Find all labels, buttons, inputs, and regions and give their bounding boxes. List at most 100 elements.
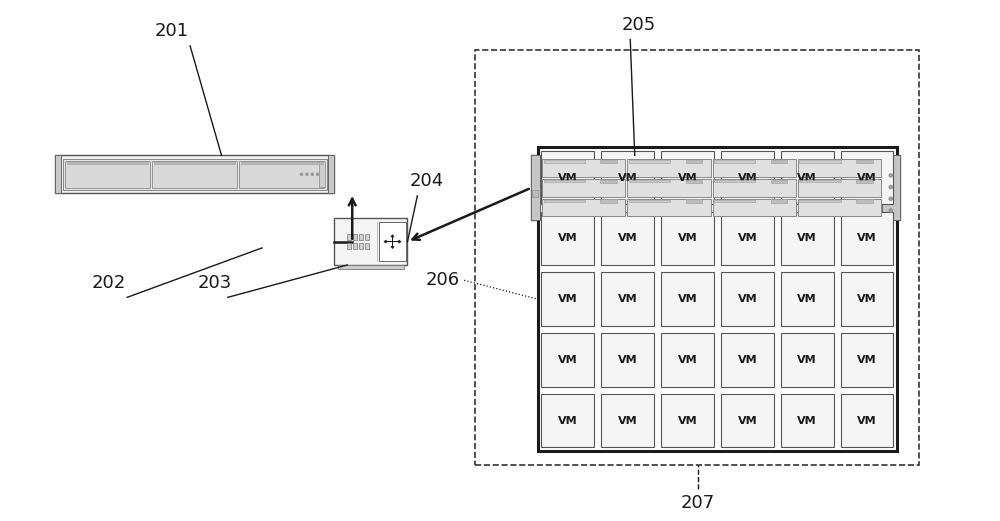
Bar [721, 394, 774, 448]
Bar [714, 200, 755, 202]
Bar [798, 199, 881, 217]
Bar [798, 179, 881, 197]
Bar [841, 272, 893, 326]
Text: 207: 207 [680, 494, 715, 512]
Bar [365, 243, 369, 249]
Text: VM: VM [618, 294, 637, 304]
Bar [686, 160, 702, 163]
Text: VM: VM [797, 233, 817, 243]
Bar [541, 333, 594, 387]
Text: 206: 206 [425, 271, 460, 289]
Bar [781, 272, 834, 326]
Bar [721, 272, 774, 326]
Text: VM: VM [678, 294, 697, 304]
Bar [771, 200, 787, 203]
Bar [328, 155, 334, 193]
Bar [713, 159, 796, 177]
Bar [661, 151, 714, 204]
Bar [152, 161, 237, 188]
Text: VM: VM [618, 233, 637, 243]
Text: VM: VM [558, 294, 577, 304]
Text: VM: VM [857, 416, 877, 426]
Circle shape [889, 209, 892, 212]
Text: VM: VM [857, 172, 877, 183]
Bar [856, 200, 873, 203]
Text: VM: VM [738, 416, 757, 426]
Text: VM: VM [678, 416, 697, 426]
FancyArrow shape [384, 240, 392, 243]
Bar [544, 180, 585, 182]
Text: VM: VM [797, 172, 817, 183]
Bar [359, 234, 363, 240]
Bar [661, 272, 714, 326]
Bar [601, 394, 654, 448]
Text: VM: VM [678, 233, 697, 243]
Text: VM: VM [558, 172, 577, 183]
Bar [544, 160, 585, 163]
Bar [541, 212, 594, 265]
Bar [601, 151, 654, 204]
Text: VM: VM [738, 355, 757, 365]
Text: VM: VM [797, 294, 817, 304]
Bar [601, 333, 654, 387]
Bar [856, 180, 873, 183]
Bar [475, 51, 919, 465]
Circle shape [317, 173, 319, 176]
Circle shape [306, 173, 308, 176]
Bar [686, 180, 702, 183]
Bar [532, 190, 538, 197]
Bar [353, 243, 357, 249]
Bar [365, 234, 369, 240]
Bar [841, 151, 893, 204]
Bar [347, 234, 351, 240]
Bar [661, 333, 714, 387]
Text: VM: VM [738, 233, 757, 243]
Bar [334, 218, 407, 265]
Text: VM: VM [857, 294, 877, 304]
Bar [714, 160, 755, 163]
Bar [63, 158, 327, 190]
Text: 205: 205 [622, 16, 656, 34]
Bar [353, 234, 357, 240]
Bar [713, 179, 796, 197]
Bar [531, 155, 540, 220]
Bar [55, 155, 334, 193]
Bar [629, 160, 670, 163]
Text: VM: VM [738, 172, 757, 183]
Bar [781, 394, 834, 448]
FancyArrow shape [391, 234, 394, 242]
Bar [542, 179, 625, 197]
Text: VM: VM [618, 172, 637, 183]
Bar [841, 333, 893, 387]
FancyArrow shape [391, 242, 394, 249]
Bar [882, 155, 900, 220]
Circle shape [311, 173, 313, 176]
Text: 203: 203 [197, 274, 231, 292]
Bar [544, 200, 585, 202]
Bar [627, 199, 711, 217]
Text: VM: VM [558, 355, 577, 365]
Bar [154, 162, 235, 165]
Bar [629, 200, 670, 202]
Bar [319, 161, 325, 187]
Bar [714, 180, 755, 182]
Text: 201: 201 [155, 22, 189, 41]
Text: VM: VM [797, 416, 817, 426]
Bar [338, 265, 404, 269]
Bar [600, 180, 617, 183]
Bar [55, 155, 61, 193]
Bar [601, 212, 654, 265]
Bar [841, 394, 893, 448]
Text: 204: 204 [409, 172, 443, 191]
Bar [629, 180, 670, 182]
Bar [542, 159, 625, 177]
Circle shape [889, 197, 892, 201]
Bar [239, 161, 324, 188]
Text: VM: VM [797, 355, 817, 365]
Bar [771, 160, 787, 163]
Circle shape [300, 173, 303, 176]
Bar [686, 200, 702, 203]
Bar [241, 162, 323, 165]
Text: VM: VM [738, 294, 757, 304]
Bar [538, 147, 897, 451]
